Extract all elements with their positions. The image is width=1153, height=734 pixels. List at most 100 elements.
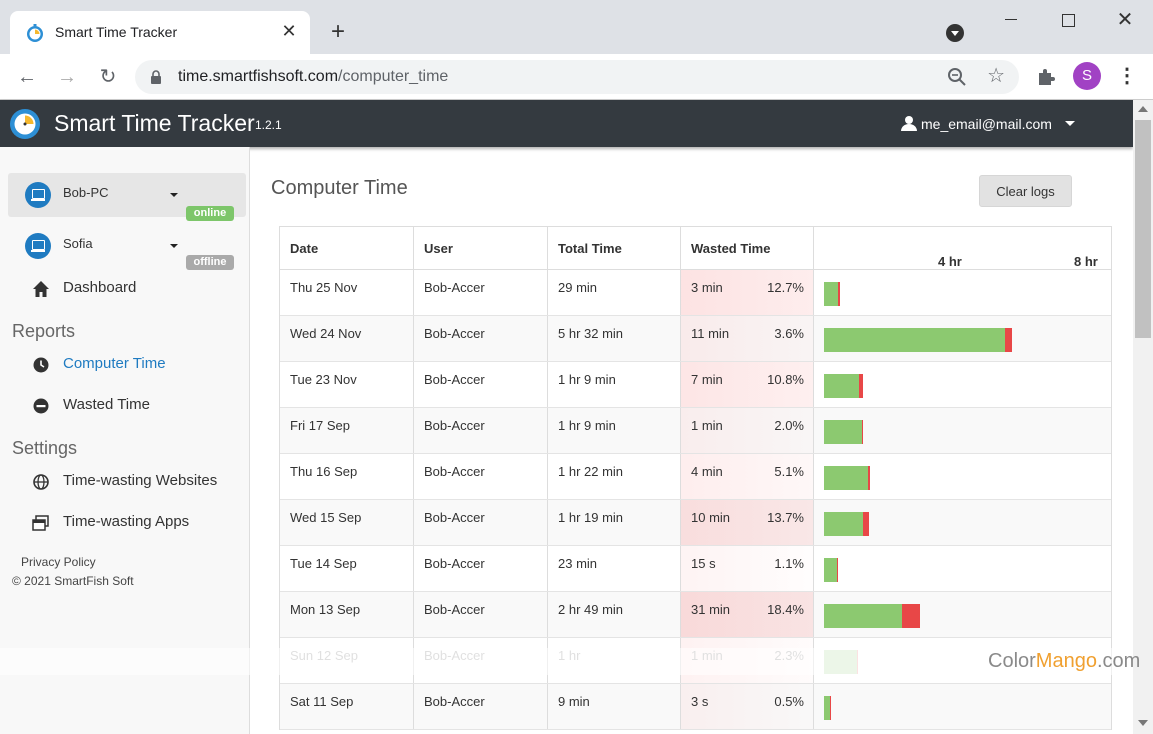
column-header-date[interactable]: Date — [280, 227, 414, 270]
wasted-time-segment — [862, 512, 869, 536]
close-tab-icon[interactable]: ✕ — [281, 21, 297, 41]
watermark-logo: ColorMango.com — [988, 650, 1140, 673]
table-row: Thu 25 Nov Bob-Accer 29 min 3 min 12.7% — [280, 270, 1111, 316]
date-cell: Thu 25 Nov — [280, 270, 414, 315]
tab-search-icon[interactable] — [946, 24, 964, 42]
time-bar — [824, 374, 864, 398]
zoom-icon[interactable] — [947, 67, 967, 87]
total-time-cell: 1 hr 9 min — [548, 408, 681, 453]
page-scrollbar[interactable] — [1133, 100, 1153, 734]
scale-label-4hr: 4 hr — [938, 254, 962, 269]
app-logo-stopwatch-icon — [10, 109, 40, 139]
user-cell: Bob-Accer — [414, 592, 548, 637]
wasted-time-value: 7 min — [691, 372, 723, 387]
reload-icon[interactable]: ↻ — [99, 66, 117, 88]
address-bar[interactable]: time.smartfishsoft.com/computer_time ☆ — [135, 60, 1019, 94]
wasted-time-value: 31 min — [691, 602, 731, 617]
wasted-percent: 1.1% — [774, 556, 804, 571]
caret-down-icon[interactable] — [1065, 121, 1075, 126]
table-row: Mon 13 Sep Bob-Accer 2 hr 49 min 31 min 18.4… — [280, 592, 1111, 638]
minimize-icon[interactable] — [999, 8, 1023, 32]
new-tab-button[interactable]: + — [330, 18, 345, 45]
app-version: 1.2.1 — [255, 118, 282, 132]
browser-tab[interactable]: Smart Time Tracker ✕ — [10, 11, 310, 54]
sidebar-item-label: Dashboard — [63, 279, 137, 296]
browser-menu-icon[interactable]: ⋮ — [1117, 65, 1137, 87]
time-bar-cell — [814, 270, 1111, 315]
device-bob-pc[interactable]: Bob-PC online — [8, 173, 246, 221]
status-badge: online — [186, 206, 234, 221]
watermark-part: .com — [1096, 650, 1141, 672]
user-cell: Bob-Accer — [414, 454, 548, 499]
wasted-time-value: 15 s — [691, 556, 716, 571]
clear-logs-button[interactable]: Clear logs — [979, 175, 1072, 207]
clock-icon — [33, 357, 49, 373]
total-time-cell: 23 min — [548, 546, 681, 591]
caret-down-icon[interactable] — [170, 244, 178, 248]
time-bar — [824, 328, 1013, 352]
app-title: Smart Time Tracker — [54, 110, 255, 136]
productive-time-segment — [824, 558, 837, 582]
forward-arrow-icon[interactable]: → — [57, 66, 77, 88]
wasted-time-segment — [838, 282, 841, 306]
wasted-time-segment — [902, 604, 920, 628]
user-cell: Bob-Accer — [414, 500, 548, 545]
total-time-cell: 5 hr 32 min — [548, 316, 681, 361]
user-icon — [901, 116, 917, 131]
date-cell: Tue 23 Nov — [280, 362, 414, 407]
profile-avatar[interactable]: S — [1073, 62, 1101, 90]
wasted-time-segment — [830, 696, 831, 720]
productive-time-segment — [824, 604, 903, 628]
back-arrow-icon[interactable]: ← — [17, 66, 37, 88]
url-host: time.smartfishsoft.com — [178, 68, 339, 85]
time-bar-cell — [814, 684, 1111, 729]
window-close-icon[interactable]: ✕ — [1116, 9, 1134, 31]
app-header: Smart Time Tracker 1.2.1 me_email@mail.c… — [0, 100, 1133, 147]
browser-toolbar: ← → ↻ time.smartfishsoft.com/computer_ti… — [0, 54, 1153, 100]
date-cell: Sat 11 Sep — [280, 684, 414, 729]
wasted-time-cell: 15 s 1.1% — [681, 546, 814, 591]
wasted-time-value: 4 min — [691, 464, 723, 479]
page-title: Computer Time — [271, 177, 408, 199]
time-bar-cell — [814, 316, 1111, 361]
user-menu[interactable]: me_email@mail.com — [921, 116, 1052, 132]
reports-section-title: Reports — [12, 321, 76, 341]
wasted-time-value: 3 min — [691, 280, 723, 295]
productive-time-segment — [824, 282, 839, 306]
minus-circle-icon — [33, 398, 49, 414]
wasted-percent: 18.4% — [767, 602, 804, 617]
time-bar — [824, 604, 920, 628]
table-row: Wed 24 Nov Bob-Accer 5 hr 32 min 11 min 3.6% — [280, 316, 1111, 362]
wasted-percent: 2.0% — [774, 418, 804, 433]
time-bar-cell — [814, 408, 1111, 453]
bookmark-star-icon[interactable]: ☆ — [987, 65, 1005, 87]
wasted-time-cell: 1 min 2.0% — [681, 408, 814, 453]
scroll-up-arrow-icon[interactable] — [1138, 106, 1148, 112]
productive-time-segment — [824, 374, 859, 398]
column-header-wasted-time[interactable]: Wasted Time — [681, 227, 814, 270]
column-header-user[interactable]: User — [414, 227, 548, 270]
user-cell: Bob-Accer — [414, 408, 548, 453]
device-sofia[interactable]: Sofia offline — [8, 224, 246, 270]
column-header-chart: 4 hr 8 hr — [814, 227, 1111, 270]
productive-time-segment — [824, 696, 830, 720]
maximize-icon[interactable] — [1056, 8, 1080, 32]
time-bar-cell — [814, 362, 1111, 407]
scroll-down-arrow-icon[interactable] — [1138, 720, 1148, 726]
privacy-policy-link[interactable]: Privacy Policy — [21, 555, 96, 569]
caret-down-icon[interactable] — [170, 193, 178, 197]
extensions-puzzle-icon[interactable] — [1036, 67, 1056, 87]
column-header-total-time[interactable]: Total Time — [548, 227, 681, 270]
productive-time-segment — [824, 512, 863, 536]
table-row: Fri 17 Sep Bob-Accer 1 hr 9 min 1 min 2.0% — [280, 408, 1111, 454]
total-time-cell: 1 hr 22 min — [548, 454, 681, 499]
scroll-thumb[interactable] — [1135, 120, 1151, 338]
wasted-time-cell: 10 min 13.7% — [681, 500, 814, 545]
wasted-time-cell: 11 min 3.6% — [681, 316, 814, 361]
wasted-time-value: 1 min — [691, 418, 723, 433]
wasted-percent: 3.6% — [774, 326, 804, 341]
sidebar-item-label: Time-wasting Websites — [63, 472, 218, 489]
user-cell: Bob-Accer — [414, 362, 548, 407]
wasted-percent: 5.1% — [774, 464, 804, 479]
date-cell: Thu 16 Sep — [280, 454, 414, 499]
